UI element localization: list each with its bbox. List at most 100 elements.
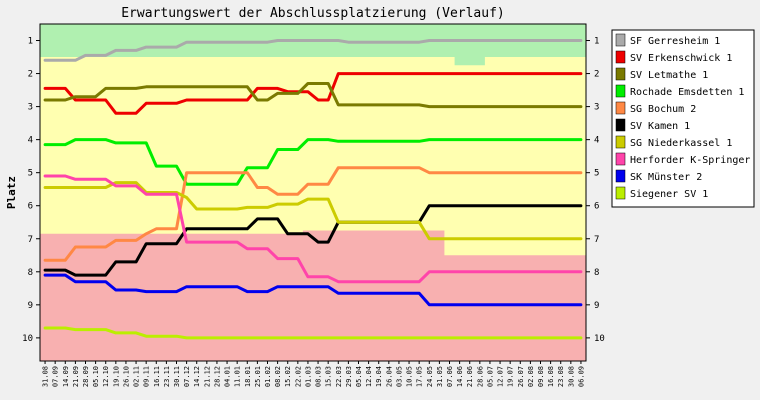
x-tick-label: 26.04 <box>385 366 393 387</box>
y-tick-label-right: 6 <box>594 202 599 212</box>
legend-label: SK Münster 2 <box>630 172 702 183</box>
y-tick-label-right: 8 <box>594 268 599 278</box>
x-tick-label: 12.07 <box>497 366 505 387</box>
x-tick-label: 12.10 <box>102 366 110 387</box>
y-tick-label-right: 4 <box>594 136 599 146</box>
y-tick-label: 10 <box>22 334 33 344</box>
x-tick-label: 19.04 <box>375 366 383 387</box>
x-tick-label: 09.11 <box>143 366 151 387</box>
legend-label: SV Letmathe 1 <box>630 70 708 81</box>
legend-swatch <box>615 152 626 166</box>
y-tick-label-right: 1 <box>594 37 599 47</box>
legend-label: SV Erkenschwick 1 <box>630 53 732 64</box>
x-tick-label: 16.08 <box>547 366 555 387</box>
y-tick-label: 3 <box>28 103 33 113</box>
x-tick-label: 17.05 <box>416 366 424 387</box>
legend-label: SV Kamen 1 <box>630 121 690 132</box>
x-tick-label: 28.12 <box>213 366 221 387</box>
x-tick-label: 30.11 <box>173 366 181 387</box>
y-axis-left: 1 2 3 4 5 6 7 8 9 10 <box>22 37 40 344</box>
y-tick-label: 4 <box>28 136 33 146</box>
y-tick-label: 6 <box>28 202 33 212</box>
x-tick-label: 23.08 <box>557 366 565 387</box>
y-tick-label-right: 7 <box>594 235 599 245</box>
legend-label: SG Niederkassel 1 <box>630 138 732 149</box>
y-tick-label-right: 3 <box>594 103 599 113</box>
series-line-2 <box>43 82 583 109</box>
x-tick-label: 01.03 <box>304 366 312 387</box>
x-tick-label: 21.09 <box>72 366 80 387</box>
x-tick-label: 15.03 <box>325 366 333 387</box>
x-tick-label: 12.04 <box>365 366 373 387</box>
zone-band-1 <box>40 230 586 361</box>
x-tick-label: 31.08 <box>42 366 50 387</box>
x-axis: 31.08 07.09 14.09 21.09 28.09 05.10 12.10 19.10… <box>42 361 585 387</box>
legend-swatch <box>615 186 626 200</box>
legend-swatch <box>615 169 626 183</box>
x-tick-label: 07.09 <box>52 366 60 387</box>
legend-swatch <box>615 84 626 98</box>
zone-bands <box>40 24 586 361</box>
x-tick-label: 14.12 <box>193 366 201 387</box>
x-tick-label: 10.05 <box>406 366 414 387</box>
x-tick-label: 05.04 <box>355 366 363 387</box>
series-line-6 <box>43 181 583 241</box>
x-tick-label: 07.12 <box>183 366 191 387</box>
chart-title: Erwartungswert der Abschlussplatzierung … <box>121 6 505 21</box>
series-line-7 <box>43 174 583 284</box>
legend-box <box>611 29 755 208</box>
x-tick-label: 24.05 <box>426 366 434 387</box>
x-tick-label: 02.08 <box>527 366 535 387</box>
legend-swatch <box>615 67 626 81</box>
legend-label: SF Gerresheim 1 <box>630 36 720 47</box>
x-tick-label: 21.12 <box>203 366 211 387</box>
x-tick-label: 03.05 <box>395 366 403 387</box>
series-line-3 <box>43 138 583 186</box>
x-tick-label: 19.07 <box>507 366 515 387</box>
series-line-4 <box>43 166 583 262</box>
x-tick-label: 09.08 <box>537 366 545 387</box>
x-tick-label: 07.06 <box>446 366 454 387</box>
x-tick-label: 30.08 <box>567 366 575 387</box>
x-tick-label: 26.07 <box>517 366 525 387</box>
x-tick-label: 14.09 <box>62 366 70 387</box>
legend-swatch <box>615 101 626 115</box>
series-line-8 <box>43 273 583 307</box>
y-tick-label-right: 2 <box>594 70 599 80</box>
zone-band-0 <box>40 24 586 66</box>
x-tick-label: 23.11 <box>163 366 171 387</box>
x-tick-label: 06.09 <box>577 366 585 387</box>
x-tick-label: 05.10 <box>92 366 100 387</box>
x-tick-label: 25.01 <box>254 366 262 387</box>
x-tick-label: 04.01 <box>224 366 232 387</box>
x-tick-label: 08.02 <box>274 366 282 387</box>
legend-swatch <box>615 118 626 132</box>
y-axis-label: Platz <box>5 176 18 209</box>
y-tick-label: 5 <box>28 169 33 179</box>
legend-label: Rochade Emsdetten 1 <box>630 87 744 98</box>
legend-label: SG Bochum 2 <box>630 104 696 115</box>
x-tick-label: 22.03 <box>335 366 343 387</box>
x-tick-label: 08.03 <box>315 366 323 387</box>
y-tick-label: 2 <box>28 70 33 80</box>
legend-swatch <box>615 33 626 47</box>
y-axis-right: 1 2 3 4 5 6 7 8 9 10 <box>586 37 605 344</box>
x-tick-label: 16.11 <box>153 366 161 387</box>
y-tick-label: 7 <box>28 235 33 245</box>
x-tick-label: 28.09 <box>82 366 90 387</box>
series-line-0 <box>43 39 583 62</box>
plot-frame <box>39 23 587 362</box>
x-tick-label: 14.06 <box>456 366 464 387</box>
y-tick-label-right: 10 <box>594 334 605 344</box>
x-tick-label: 31.05 <box>436 366 444 387</box>
x-tick-label: 11.01 <box>234 366 242 387</box>
x-tick-label: 19.10 <box>112 366 120 387</box>
x-tick-label: 18.01 <box>244 366 252 387</box>
x-tick-label: 02.11 <box>133 366 141 387</box>
y-tick-label: 8 <box>28 268 33 278</box>
y-tick-label-right: 5 <box>594 169 599 179</box>
y-tick-label: 1 <box>28 37 33 47</box>
x-tick-label: 01.02 <box>264 366 272 387</box>
x-tick-label: 29.03 <box>345 366 353 387</box>
